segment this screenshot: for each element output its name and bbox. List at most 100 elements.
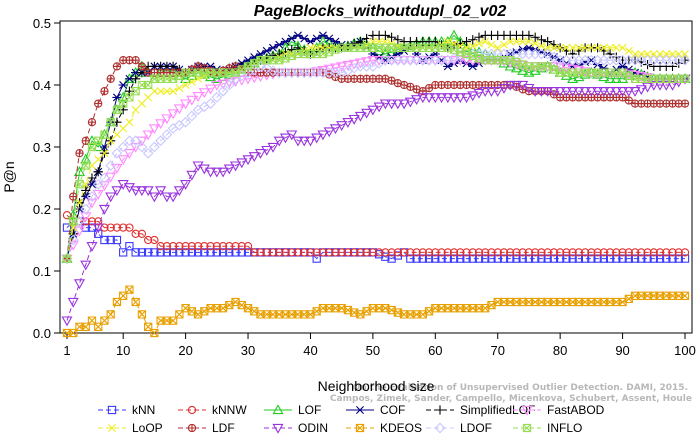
data-point-lof	[467, 43, 479, 54]
data-point-odin	[492, 87, 504, 97]
data-point-odin	[329, 124, 341, 135]
data-point-knnw	[293, 248, 303, 257]
data-point-knnw	[643, 248, 652, 257]
data-point-knn	[237, 248, 246, 257]
data-point-knn	[168, 248, 178, 257]
data-point-knn	[218, 248, 228, 257]
data-point-knnw	[630, 248, 640, 257]
legend-item-ldof: LDOF	[426, 421, 492, 434]
data-point-knn	[431, 254, 440, 263]
data-point-ldf	[100, 87, 109, 96]
data-point-odin	[423, 93, 435, 104]
data-point-knn	[181, 248, 190, 257]
data-point-simplifiedlof	[605, 49, 615, 59]
data-point-odin	[286, 130, 298, 141]
data-point-knnw	[493, 248, 502, 257]
data-point-ldof	[442, 54, 454, 66]
data-point-simplifiedlof	[530, 32, 540, 42]
data-point-ldof	[186, 110, 198, 122]
data-point-loop	[618, 43, 627, 52]
x-tick-label: 80	[553, 343, 567, 358]
data-point-loop	[674, 50, 683, 58]
data-point-inflo	[81, 161, 90, 170]
data-point-odin	[267, 142, 279, 153]
data-point-odin	[236, 158, 248, 169]
data-point-simplifiedlof	[68, 229, 78, 239]
legend-item-ldf: LDF	[178, 421, 235, 434]
data-point-knnw	[87, 217, 97, 226]
series-knn	[62, 217, 690, 263]
data-point-knnw	[331, 248, 340, 257]
data-point-ldof	[542, 48, 554, 60]
legend-label: kNNW	[212, 403, 247, 417]
data-point-knn	[655, 254, 665, 263]
y-tick-label: 0.0	[33, 326, 51, 341]
data-point-knn	[662, 254, 671, 263]
y-tick-label: 0.1	[33, 264, 51, 279]
data-point-odin	[642, 82, 654, 93]
data-point-odin	[485, 87, 498, 97]
data-point-loop	[656, 50, 665, 58]
data-point-knn	[580, 254, 590, 263]
data-point-lof	[73, 166, 86, 176]
data-point-odin	[323, 127, 335, 138]
data-point-knn	[144, 248, 153, 257]
data-point-knn	[543, 254, 552, 263]
data-point-knn	[643, 254, 652, 263]
data-point-fastabod	[161, 114, 173, 125]
legend-marker	[272, 423, 284, 434]
data-point-knn	[481, 254, 490, 263]
watermark-line-1: On the Evaluation of Unsupervised Outlie…	[353, 383, 688, 393]
data-point-loop	[593, 43, 602, 52]
data-point-odin	[467, 91, 479, 102]
data-point-fastabod	[460, 56, 473, 66]
data-point-odin	[604, 87, 616, 97]
data-point-knn	[131, 248, 140, 257]
data-point-simplifiedlof	[380, 30, 390, 40]
data-point-loop	[668, 50, 677, 58]
data-point-inflo	[100, 130, 109, 139]
y-axis-label: P@n	[1, 161, 17, 192]
data-point-simplifiedlof	[474, 32, 484, 42]
data-point-odin	[230, 161, 242, 172]
data-point-loop	[506, 37, 515, 46]
x-tick-label: 70	[490, 343, 504, 358]
data-point-knn	[680, 254, 690, 263]
data-point-knnw	[368, 248, 378, 257]
data-point-knnw	[243, 242, 253, 251]
data-point-loop	[499, 40, 508, 49]
data-point-knnw	[462, 248, 471, 257]
data-point-odin	[635, 85, 647, 96]
data-point-knnw	[175, 242, 184, 251]
data-point-knnw	[449, 248, 459, 257]
data-point-fastabod	[117, 155, 129, 166]
data-point-loop	[100, 149, 109, 158]
data-point-knnw	[418, 248, 427, 257]
data-point-odin	[429, 93, 441, 104]
data-point-knn	[406, 254, 415, 263]
data-point-knnw	[275, 248, 284, 257]
data-point-knnw	[655, 248, 665, 257]
data-point-knn	[593, 254, 602, 263]
data-point-odin	[105, 192, 117, 203]
data-point-odin	[373, 102, 385, 113]
data-point-loop	[649, 50, 658, 58]
data-point-odin	[298, 136, 310, 147]
data-point-knn	[206, 248, 215, 257]
legend-item-inflo: INFLO	[513, 421, 582, 434]
data-point-ldf	[81, 136, 90, 145]
data-point-loop	[156, 87, 165, 96]
data-point-knnw	[206, 242, 215, 251]
data-point-knnw	[200, 242, 209, 251]
data-point-odin	[660, 80, 672, 91]
watermark: On the Evaluation of Unsupervised Outlie…	[330, 383, 692, 404]
data-point-odin	[98, 204, 110, 215]
data-point-odin	[560, 87, 572, 97]
data-point-knnw	[350, 248, 359, 257]
data-point-fastabod	[236, 75, 248, 86]
data-point-knnw	[381, 248, 390, 257]
data-point-odin	[336, 121, 348, 132]
data-point-fastabod	[348, 59, 360, 70]
data-point-loop	[112, 130, 121, 139]
